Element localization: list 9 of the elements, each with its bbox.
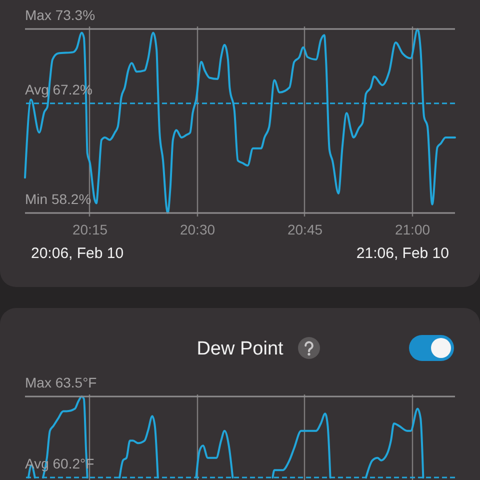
ref-line-label: Max 73.3% [25,7,96,24]
x-tick-label: 20:15 [72,222,108,238]
x-tick-label: 21:00 [394,222,430,238]
ref-line-label: Max 63.5°F [25,374,97,390]
x-tick-label: 20:45 [287,222,323,238]
chart-title: Dew Point [196,338,284,360]
x-tick-label: 20:30 [180,222,216,238]
text: 20:06, Feb 10 [31,245,124,262]
text: 21:06, Feb 10 [356,245,449,262]
